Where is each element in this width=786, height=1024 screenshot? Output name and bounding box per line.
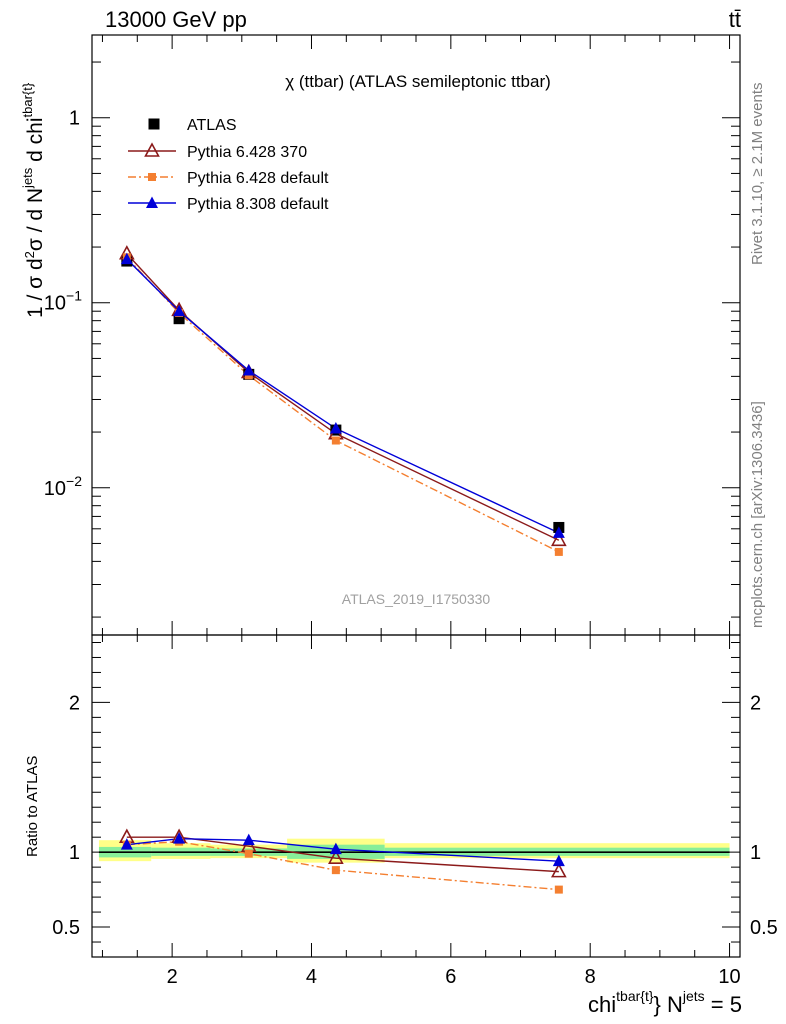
legend: ATLAS Pythia 6.428 370 Pythia 6.428 defaul… <box>128 117 329 213</box>
series-point <box>554 547 563 556</box>
y-tick-label: 10−2 <box>44 473 82 500</box>
main-panel: 1 10−1 10−2 χ (ttbar) (ATLAS semileptonic … <box>44 34 741 636</box>
x-tick-label: 10 <box>718 966 740 988</box>
series-point <box>550 531 567 547</box>
y-tick-label: 10−1 <box>44 288 82 315</box>
legend-label: ATLAS <box>187 117 237 134</box>
legend-marker <box>146 196 158 208</box>
ratio-point <box>328 849 344 864</box>
rivet-label: Rivet 3.1.10, ≥ 2.1M events <box>749 83 766 266</box>
series-point <box>552 526 565 538</box>
x-tick-label: 4 <box>306 966 317 988</box>
ratio-panel: 2 4 6 8 10 0.5 0.5 1 1 2 2 <box>52 634 778 988</box>
ratio-y-tick-label-right: 0.5 <box>750 917 778 939</box>
ratio-point <box>329 842 342 855</box>
ratio-point <box>244 849 253 858</box>
ratio-frame <box>91 634 741 958</box>
ratio-y-tick-label: 0.5 <box>52 917 80 939</box>
series-point <box>173 304 186 317</box>
x-tick-label: 2 <box>167 966 178 988</box>
series-point <box>331 436 340 445</box>
y-tick-label: 1 <box>69 108 80 130</box>
chart-title: χ (ttbar) (ATLAS semileptonic ttbar) <box>285 72 551 91</box>
legend-label: Pythia 6.428 default <box>187 170 329 187</box>
svg-text:1 / σ d2σ / d Njets d chitbar{: 1 / σ d2σ / d Njets d chitbar{t} <box>20 82 47 318</box>
main-y-axis-label: 1 / σ d2σ / d Njets d chitbar{t} <box>20 82 47 318</box>
legend-label: Pythia 8.308 default <box>187 196 329 213</box>
x-tick-label: 6 <box>445 966 456 988</box>
series-point <box>242 364 255 376</box>
ratio-point <box>120 838 133 850</box>
data-point <box>173 313 185 325</box>
legend-marker <box>144 142 160 157</box>
ratio-point <box>242 833 255 846</box>
series-line <box>126 256 560 553</box>
analysis-id: ATLAS_2019_I1750330 <box>342 591 491 607</box>
mcplots-label: mcplots.cern.ch [arXiv:1306.3436] <box>749 401 766 628</box>
ratio-point <box>173 832 186 844</box>
ratio-y-tick-label: 1 <box>69 842 80 864</box>
series-line <box>126 253 560 541</box>
process-label: tt̄ <box>729 7 741 32</box>
x-axis-label: chitbar{t}} Njets = 5 <box>588 988 742 1017</box>
series-point <box>120 252 133 265</box>
ratio-y-tick-label-right: 1 <box>750 842 761 864</box>
ratio-point <box>552 854 565 867</box>
ratio-line <box>126 836 559 873</box>
legend-marker <box>148 118 160 130</box>
legend-marker <box>148 173 156 181</box>
energy-label: 13000 GeV pp <box>105 7 247 32</box>
x-tick-label: 8 <box>585 966 596 988</box>
ratio-y-tick-label-right: 2 <box>750 692 761 714</box>
svg-text:chitbar{t}} Njets = 5: chitbar{t}} Njets = 5 <box>588 988 742 1017</box>
ratio-point <box>554 885 563 894</box>
series-point <box>329 422 342 434</box>
ratio-y-axis-label: Ratio to ATLAS <box>24 756 41 857</box>
ratio-y-tick-label: 2 <box>69 692 80 714</box>
ratio-point <box>550 862 567 878</box>
legend-label: Pythia 6.428 370 <box>187 144 307 161</box>
ratio-point <box>331 866 340 875</box>
series-line <box>126 258 560 534</box>
